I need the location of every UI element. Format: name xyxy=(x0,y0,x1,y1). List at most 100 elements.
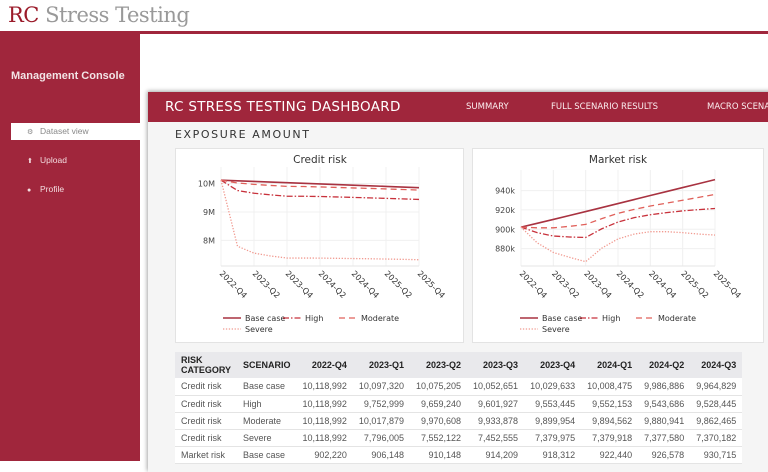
table-cell: 7,370,182 xyxy=(690,429,743,447)
column-header[interactable]: 2024-Q3 xyxy=(690,352,743,378)
table-cell: Market risk xyxy=(175,446,238,464)
table-cell: Credit risk xyxy=(175,395,238,413)
table-cell: 7,379,975 xyxy=(524,429,582,447)
y-tick-label: 940k xyxy=(495,187,515,196)
top-header: RC Stress Testing xyxy=(0,0,768,34)
legend-label: Severe xyxy=(542,325,570,334)
legend-label: Base case xyxy=(542,314,582,323)
legend-label: Severe xyxy=(245,325,273,334)
y-tick-label: 9M xyxy=(203,208,215,217)
column-header[interactable]: 2023-Q3 xyxy=(467,352,525,378)
dashboard-title: RC STRESS TESTING DASHBOARD xyxy=(165,99,401,115)
dashboard-panel: RC STRESS TESTING DASHBOARD SUMMARY FULL… xyxy=(148,92,768,472)
series-line-moderate xyxy=(520,193,716,229)
nav-full-scenario-results[interactable]: FULL SCENARIO RESULTS xyxy=(551,102,659,112)
table-cell: 9,970,608 xyxy=(409,412,468,430)
table-cell: 10,118,992 xyxy=(296,412,353,430)
sidebar-item-profile[interactable]: ● Profile xyxy=(11,181,140,198)
table-cell: 9,552,153 xyxy=(581,395,639,413)
x-tick-label: 2025-Q2 xyxy=(679,269,710,300)
table-cell: Base case xyxy=(237,378,297,396)
chart-title: Market risk xyxy=(589,154,648,166)
y-tick-label: 900k xyxy=(495,225,515,234)
table-cell: Base case xyxy=(237,446,297,464)
sidebar-title: Management Console xyxy=(11,70,125,82)
x-tick-label: 2025-Q2 xyxy=(383,269,414,300)
chart-title: Credit risk xyxy=(293,154,348,166)
table-cell: 7,796,005 xyxy=(352,429,410,447)
table-cell: 9,880,941 xyxy=(638,412,691,430)
results-table: RISK CATEGORY SCENARIO 2022-Q4 2023-Q1 2023-Q… xyxy=(175,352,743,464)
table-cell: 922,440 xyxy=(581,446,639,464)
table-cell: 9,752,999 xyxy=(352,395,410,413)
table-cell: 10,017,879 xyxy=(352,412,410,430)
y-tick-label: 920k xyxy=(495,206,515,215)
legend-label: Moderate xyxy=(361,314,399,323)
column-header[interactable]: 2023-Q1 xyxy=(352,352,410,378)
market-risk-chart: Market risk 940k 920k 900k 880k 2022-Q4 2023-Q… xyxy=(472,148,764,343)
nav-macro-scenarios[interactable]: MACRO SCENARIOS xyxy=(707,102,768,112)
nav-summary[interactable]: SUMMARY xyxy=(466,102,509,112)
table-cell: Moderate xyxy=(237,412,297,430)
table-cell: 9,986,886 xyxy=(638,378,691,396)
column-header[interactable]: 2023-Q4 xyxy=(524,352,582,378)
series-line-base-case xyxy=(220,179,420,189)
x-tick-label: 2022-Q4 xyxy=(518,269,549,300)
x-tick-label: 2023-Q4 xyxy=(582,269,613,300)
x-tick-label: 2025-Q4 xyxy=(712,269,743,300)
table-cell: 9,862,465 xyxy=(690,412,743,430)
series-line-base-case xyxy=(520,178,716,228)
table-cell: 926,578 xyxy=(638,446,691,464)
table-cell: 906,148 xyxy=(352,446,410,464)
table-cell: 918,312 xyxy=(524,446,582,464)
table-cell: 9,553,445 xyxy=(524,395,582,413)
table-cell: 10,097,320 xyxy=(352,378,410,396)
dashboard-navbar: RC STRESS TESTING DASHBOARD SUMMARY FULL… xyxy=(148,92,768,122)
series-line-severe xyxy=(220,179,420,261)
legend-label: Moderate xyxy=(658,314,696,323)
table-row: Credit risk Moderate 10,118,992 10,017,879 9… xyxy=(175,412,743,430)
table-cell: 10,118,992 xyxy=(296,395,353,413)
table-cell: 7,379,918 xyxy=(581,429,639,447)
table-cell: 10,008,475 xyxy=(581,378,639,396)
x-tick-label: 2025-Q4 xyxy=(416,269,447,300)
series-line-severe xyxy=(520,226,716,263)
column-header[interactable]: 2024-Q1 xyxy=(581,352,639,378)
table-cell: 10,029,633 xyxy=(524,378,582,396)
table-cell: Credit risk xyxy=(175,429,238,447)
table-cell: Credit risk xyxy=(175,412,238,430)
table-cell: 9,964,829 xyxy=(690,378,743,396)
table-cell: 9,528,445 xyxy=(690,395,743,413)
sidebar-item-upload[interactable]: ⬆ Upload xyxy=(11,152,140,169)
table-cell: 10,052,651 xyxy=(467,378,525,396)
brand-logo: RC Stress Testing xyxy=(8,3,190,27)
x-tick-label: 2024-Q4 xyxy=(647,269,678,300)
y-tick-label: 8M xyxy=(203,236,215,245)
credit-risk-chart: Credit risk 10M 9M 8M 2022-Q4 2023-Q2 2023-Q4 2… xyxy=(175,148,464,343)
table-cell: 9,659,240 xyxy=(409,395,468,413)
series-line-high xyxy=(220,179,420,201)
table-cell: 10,118,992 xyxy=(296,429,353,447)
column-header[interactable]: 2023-Q2 xyxy=(409,352,468,378)
table-cell: 902,220 xyxy=(296,446,353,464)
x-tick-label: 2022-Q4 xyxy=(218,269,249,300)
x-tick-label: 2023-Q2 xyxy=(550,269,581,300)
sidebar-item-dataset-view[interactable]: ⚙ Dataset view xyxy=(11,123,140,140)
table-cell: 910,148 xyxy=(409,446,468,464)
table-cell: 9,601,927 xyxy=(467,395,525,413)
x-tick-label: 2023-Q2 xyxy=(251,269,282,300)
table-cell: 930,715 xyxy=(690,446,743,464)
column-header[interactable]: SCENARIO xyxy=(237,352,297,378)
column-header[interactable]: 2022-Q4 xyxy=(296,352,353,378)
column-header[interactable]: 2024-Q2 xyxy=(638,352,691,378)
table-row: Credit risk High 10,118,992 9,752,999 9,659,… xyxy=(175,395,743,413)
table-cell: High xyxy=(237,395,297,413)
legend-label: Base case xyxy=(245,314,285,323)
column-header[interactable]: RISK CATEGORY xyxy=(175,352,238,378)
table-cell: 10,118,992 xyxy=(296,378,353,396)
table-cell: 914,209 xyxy=(467,446,525,464)
table-cell: 10,075,205 xyxy=(409,378,468,396)
sidebar: Management Console ⚙ Dataset view ⬆ Upload… xyxy=(0,34,140,461)
table-cell: 9,933,878 xyxy=(467,412,525,430)
